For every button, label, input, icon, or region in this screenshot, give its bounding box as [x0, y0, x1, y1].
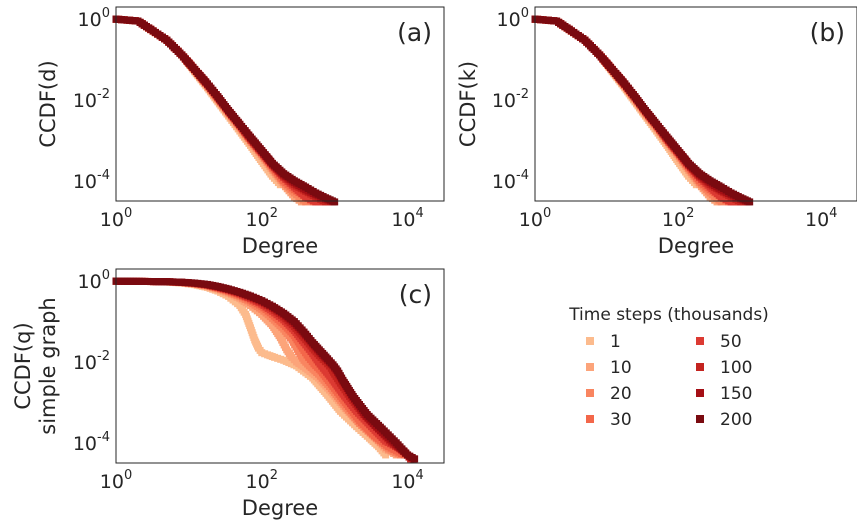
y-tick-label: 100	[497, 6, 529, 31]
legend-marker	[696, 337, 704, 345]
y-tick-label: 10-4	[73, 430, 110, 455]
x-tick-label: 102	[246, 468, 278, 493]
legend-marker	[586, 389, 594, 397]
legend-item: 30	[586, 410, 632, 430]
axes-frame	[534, 6, 857, 202]
series-200	[112, 15, 339, 206]
panel-2: 100 102 104 100 10-2 10-4 Degree CCDF(q) simple …	[11, 268, 445, 520]
legend-item: 1	[586, 332, 621, 352]
x-tick-label: 104	[391, 468, 423, 493]
data-point	[382, 451, 390, 459]
y-tick-label: 10-4	[492, 168, 529, 193]
y-tick-label: 10-2	[492, 87, 529, 112]
legend-label: 30	[610, 410, 632, 430]
x-tick-label: 100	[100, 468, 132, 493]
series-200	[112, 277, 419, 463]
legend-label: 1	[610, 332, 621, 352]
series-1	[531, 15, 700, 189]
x-tick-label: 102	[662, 206, 694, 231]
legend-item: 10	[586, 358, 632, 378]
y-tick-label: 10-4	[73, 168, 110, 193]
y-tick-label: 100	[78, 6, 110, 31]
data-point	[331, 198, 339, 206]
legend-marker	[696, 389, 704, 397]
x-axis-label: Degree	[242, 496, 318, 520]
data-point	[411, 455, 419, 463]
y-axis-label: CCDF(d)	[36, 60, 60, 147]
legend-item: 150	[696, 384, 752, 404]
legend-item: 50	[696, 332, 742, 352]
legend-label: 10	[610, 358, 632, 378]
panel-label: (b)	[810, 18, 845, 47]
x-tick-label: 104	[391, 206, 423, 231]
y-tick-label: 10-2	[73, 87, 110, 112]
series-1	[112, 15, 284, 189]
y-axis-label: CCDF(q)	[11, 322, 35, 409]
panel-label: (c)	[399, 280, 432, 309]
x-axis-label: Degree	[242, 234, 318, 258]
legend-item: 20	[586, 384, 632, 404]
legend-label: 50	[720, 332, 742, 352]
x-tick-label: 102	[246, 206, 278, 231]
panel-1: 100 102 104 100 10-2 10-4 Degree CCDF(k) (b)	[456, 6, 857, 258]
axes-frame	[115, 268, 445, 464]
x-tick-label: 104	[805, 206, 837, 231]
x-tick-label: 100	[100, 206, 132, 231]
y-axis-label: CCDF(k)	[456, 61, 480, 147]
panel-label: (a)	[397, 18, 432, 47]
legend-marker	[586, 415, 594, 423]
x-tick-label: 100	[519, 206, 551, 231]
legend-label: 150	[720, 384, 752, 404]
legend-marker	[696, 415, 704, 423]
legend-item: 200	[696, 410, 752, 430]
legend-marker	[586, 337, 594, 345]
x-axis-label: Degree	[658, 234, 734, 258]
legend-marker	[696, 363, 704, 371]
legend-label: 100	[720, 358, 752, 378]
axes-frame	[115, 6, 445, 202]
legend-label: 20	[610, 384, 632, 404]
legend-title: Time steps (thousands)	[568, 305, 769, 325]
legend-label: 200	[720, 410, 752, 430]
data-point	[746, 198, 754, 206]
series-200	[531, 15, 754, 206]
panel-0: 100 102 104 100 10-2 10-4 Degree CCDF(d) (a)	[36, 6, 445, 258]
y-tick-label: 100	[78, 268, 110, 293]
y-axis-label-secondary: simple graph	[36, 297, 60, 434]
legend: Time steps (thousands) 1 10 20 30 50 100 150 200	[568, 305, 769, 430]
legend-item: 100	[696, 358, 752, 378]
y-tick-label: 10-2	[73, 349, 110, 374]
legend-marker	[586, 363, 594, 371]
